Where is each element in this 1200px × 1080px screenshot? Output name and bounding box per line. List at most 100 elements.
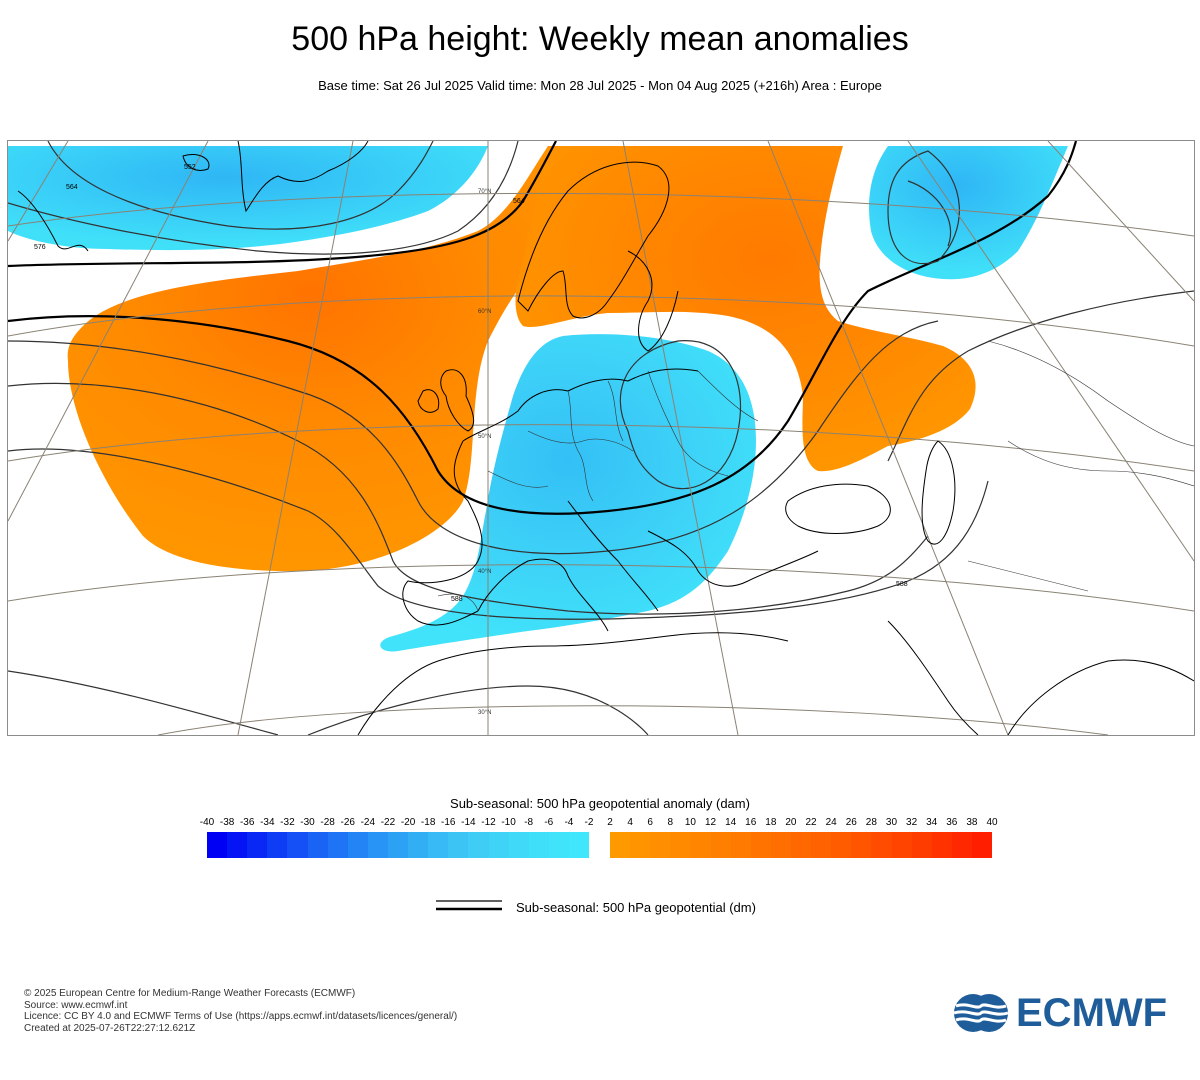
positive-colorbar-cell bbox=[630, 832, 651, 858]
positive-colorbar-cell bbox=[831, 832, 852, 858]
positive-colorbar-cell bbox=[650, 832, 671, 858]
tick-label: 12 bbox=[704, 817, 717, 828]
positive-colorbar-cell bbox=[790, 832, 812, 858]
negative-colorbar-cell bbox=[367, 832, 388, 858]
tick-label: -18 bbox=[420, 817, 436, 828]
tick-label: -30 bbox=[300, 817, 315, 828]
negative-colorbar-cell bbox=[548, 832, 569, 858]
tick-label: 14 bbox=[725, 817, 737, 828]
tick-label: -12 bbox=[481, 817, 496, 828]
tick-label: -26 bbox=[340, 817, 355, 828]
tick-label: -2 bbox=[584, 817, 594, 828]
positive-colorbar-cell bbox=[670, 832, 691, 858]
anomaly-negative-russia bbox=[869, 146, 1068, 280]
anomaly-negative-central-europe bbox=[380, 334, 756, 652]
tick-label: 16 bbox=[745, 817, 757, 828]
tick-label: 26 bbox=[845, 817, 857, 828]
tick-label: 18 bbox=[765, 817, 777, 828]
positive-colorbar bbox=[610, 832, 993, 858]
contour-label: 576 bbox=[34, 244, 46, 251]
positive-colorbar-cell bbox=[690, 832, 711, 858]
negative-colorbar-cell bbox=[347, 832, 368, 858]
coastlines bbox=[17, 141, 1194, 735]
positive-colorbar-cell bbox=[971, 832, 993, 858]
positive-tick-labels: 2 4 6 8 10 12 14 16 18 20 22 24 26 28 30 32 34 36 38 40 bbox=[607, 817, 997, 829]
anomaly-positive-scandinavia bbox=[515, 146, 976, 472]
positive-colorbar-cell bbox=[730, 832, 751, 858]
tick-label: 34 bbox=[926, 817, 938, 828]
tick-label: 2 bbox=[607, 817, 613, 828]
tick-label: 28 bbox=[865, 817, 877, 828]
footer-copyright: © 2025 European Centre for Medium-Range … bbox=[24, 988, 356, 999]
negative-colorbar-cell bbox=[568, 832, 590, 858]
tick-label: 40 bbox=[986, 817, 998, 828]
tick-label: 10 bbox=[684, 817, 696, 828]
negative-colorbar-cell bbox=[307, 832, 328, 858]
page-title: 500 hPa height: Weekly mean anomalies bbox=[291, 20, 909, 58]
negative-colorbar-cell bbox=[247, 832, 268, 858]
positive-colorbar-cell bbox=[851, 832, 872, 858]
positive-colorbar-cell bbox=[911, 832, 932, 858]
lat-label: 50°N bbox=[478, 434, 491, 440]
tick-label: 6 bbox=[647, 817, 653, 828]
ecmwf-logo-text: ECMWF bbox=[1016, 991, 1168, 1035]
footer-licence: Licence: CC BY 4.0 and ECMWF Terms of Us… bbox=[24, 1011, 458, 1023]
tick-label: -22 bbox=[380, 817, 396, 828]
negative-colorbar bbox=[207, 832, 590, 858]
tick-label: 20 bbox=[785, 817, 797, 828]
footer-credits: © 2025 European Centre for Medium-Range … bbox=[24, 988, 457, 1034]
positive-colorbar-cell bbox=[951, 832, 972, 858]
negative-colorbar-cell bbox=[267, 832, 288, 858]
tick-label: 22 bbox=[805, 817, 817, 828]
graticule bbox=[8, 141, 1194, 735]
tick-label: -38 bbox=[219, 817, 235, 828]
map-panel[interactable]: 552 564 576 588 564 588 70°N 60°N 50°N 4… bbox=[7, 140, 1195, 736]
anomaly-legend-title: Sub-seasonal: 500 hPa geopotential anoma… bbox=[450, 796, 750, 811]
tick-label: 24 bbox=[825, 817, 837, 828]
positive-colorbar-cell bbox=[811, 832, 832, 858]
negative-colorbar-cell bbox=[428, 832, 449, 858]
negative-colorbar-cell bbox=[408, 832, 429, 858]
positive-colorbar-cell bbox=[871, 832, 892, 858]
footer-source: Source: www.ecmwf.int bbox=[24, 999, 128, 1011]
lat-label: 30°N bbox=[478, 710, 491, 716]
tick-label: 38 bbox=[966, 817, 978, 828]
latitude-labels: 70°N 60°N 50°N 40°N 30°N bbox=[478, 189, 491, 716]
positive-colorbar-cell bbox=[891, 832, 912, 858]
geopotential-contours bbox=[8, 141, 1194, 735]
tick-label: 32 bbox=[906, 817, 918, 828]
page-subtitle: Base time: Sat 26 Jul 2025 Valid time: M… bbox=[318, 78, 882, 93]
negative-colorbar-cell bbox=[468, 832, 489, 858]
tick-label: -36 bbox=[239, 817, 255, 828]
tick-label: -24 bbox=[360, 817, 376, 828]
tick-label: -40 bbox=[199, 817, 215, 828]
negative-colorbar-cell bbox=[488, 832, 509, 858]
tick-label: -6 bbox=[544, 817, 554, 828]
tick-label: -14 bbox=[461, 817, 476, 828]
tick-label: -32 bbox=[280, 817, 295, 828]
positive-colorbar-cell bbox=[610, 832, 631, 858]
negative-colorbar-cell bbox=[508, 832, 529, 858]
footer-created: Created at 2025-07-26T22:27:12.621Z bbox=[24, 1022, 196, 1034]
negative-tick-labels: -40 -38 -36 -34 -32 -30 -28 -26 -24 -22 -20 -18 -16-… bbox=[200, 817, 594, 829]
contour-label: 552 bbox=[184, 164, 196, 171]
tick-label: -28 bbox=[320, 817, 335, 828]
anomaly-negative-greenland bbox=[8, 146, 488, 251]
lat-label: 60°N bbox=[478, 309, 491, 315]
negative-colorbar-cell bbox=[528, 832, 549, 858]
contour-line-legend bbox=[436, 900, 502, 911]
negative-colorbar-cell bbox=[448, 832, 469, 858]
positive-colorbar-cell bbox=[710, 832, 731, 858]
tick-label: -20 bbox=[400, 817, 416, 828]
tick-label: 36 bbox=[946, 817, 958, 828]
map-svg: 552 564 576 588 564 588 70°N 60°N 50°N 4… bbox=[8, 141, 1194, 735]
tick-label: -16 bbox=[441, 817, 456, 828]
negative-colorbar-cell bbox=[387, 832, 409, 858]
negative-colorbar-cell bbox=[227, 832, 248, 858]
contour-label: 564 bbox=[513, 198, 525, 205]
tick-label: -4 bbox=[564, 817, 574, 828]
lat-label: 70°N bbox=[478, 189, 491, 195]
negative-colorbar-cell bbox=[287, 832, 308, 858]
tick-label: -10 bbox=[501, 817, 516, 828]
positive-colorbar-cell bbox=[770, 832, 791, 858]
